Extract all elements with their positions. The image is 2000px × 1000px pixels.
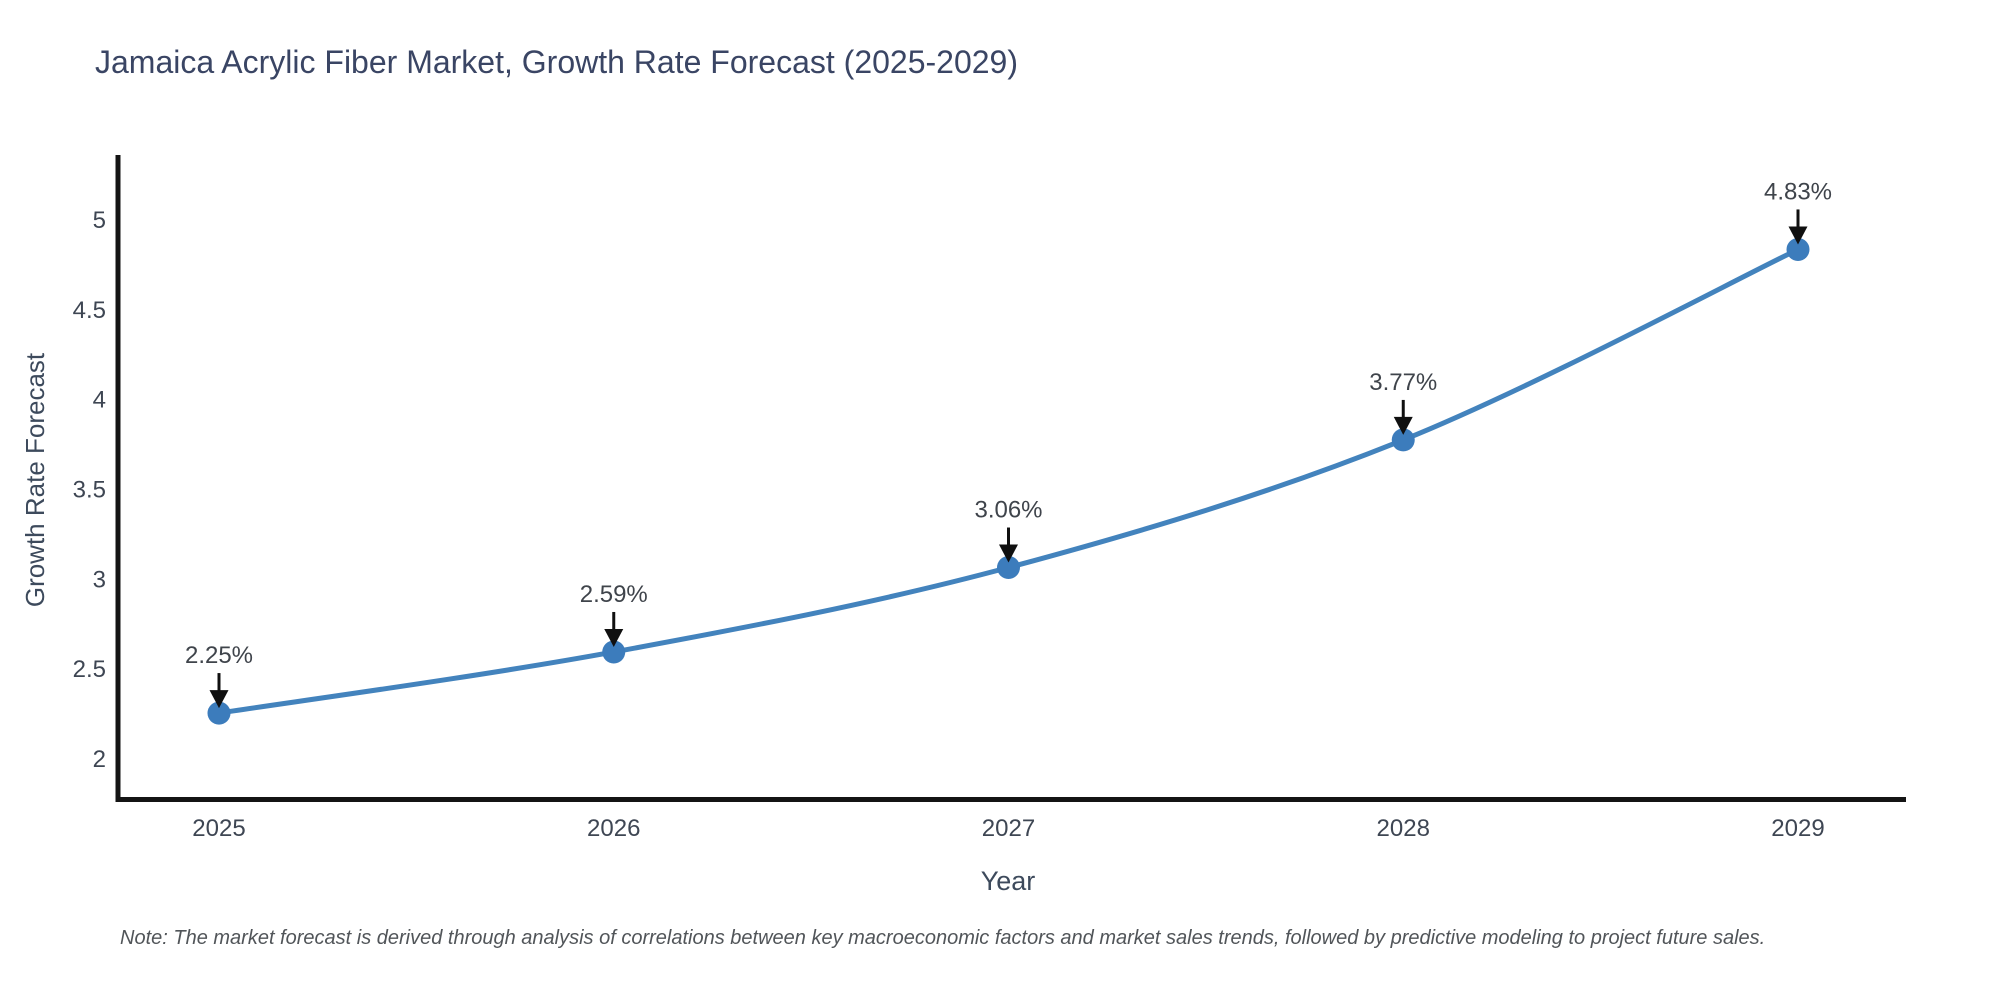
- x-tick-label: 2029: [1771, 815, 1824, 842]
- trend-line: [216, 246, 1801, 716]
- tick-labels-layer: 2 2.5 3 3.5 4 4.5 5 2025 2026 2027 2028 2029: [73, 207, 1825, 842]
- x-tick-label: 2025: [192, 815, 245, 842]
- annotation-arrow-head: [604, 628, 624, 647]
- y-tick-label: 2: [93, 746, 106, 773]
- axes-layer: [115, 155, 1906, 802]
- x-tick-label: 2028: [1377, 815, 1430, 842]
- data-point-marker: [997, 556, 1020, 580]
- data-point-marker: [602, 640, 626, 664]
- y-tick-label: 4: [93, 387, 106, 414]
- y-tick-label: 4.5: [73, 297, 106, 324]
- annotation-label: 4.83%: [1764, 178, 1832, 205]
- annotation-arrow-head: [209, 690, 229, 709]
- y-tick-label: 3: [93, 566, 106, 593]
- annotation-label: 2.59%: [580, 581, 648, 608]
- x-tick-label: 2026: [587, 815, 640, 842]
- annotation-arrow-head: [999, 544, 1018, 563]
- annotation-arrow-head: [1788, 226, 1808, 245]
- y-axis-title: Growth Rate Forecast: [20, 352, 50, 607]
- x-tick-label: 2027: [982, 815, 1035, 842]
- data-point-marker: [207, 701, 231, 725]
- annotation-arrow-head: [1393, 416, 1413, 435]
- footnote: Note: The market forecast is derived thr…: [120, 927, 1765, 949]
- annotation-label: 2.25%: [185, 642, 253, 669]
- y-tick-label: 3.5: [73, 476, 106, 503]
- x-axis-title: Year: [981, 866, 1036, 896]
- annotation-label: 3.06%: [974, 497, 1042, 524]
- data-series-layer: [207, 237, 1810, 725]
- annotation-label: 3.77%: [1369, 369, 1437, 396]
- chart-title: Jamaica Acrylic Fiber Market, Growth Rat…: [95, 44, 1018, 80]
- y-tick-label: 2.5: [73, 656, 106, 683]
- annotations-layer: 2.25% 2.59% 3.06% 3.77% 4.83%: [185, 178, 1832, 709]
- data-point-marker: [1391, 428, 1415, 452]
- y-tick-label: 5: [93, 207, 106, 234]
- data-point-marker: [1786, 237, 1810, 261]
